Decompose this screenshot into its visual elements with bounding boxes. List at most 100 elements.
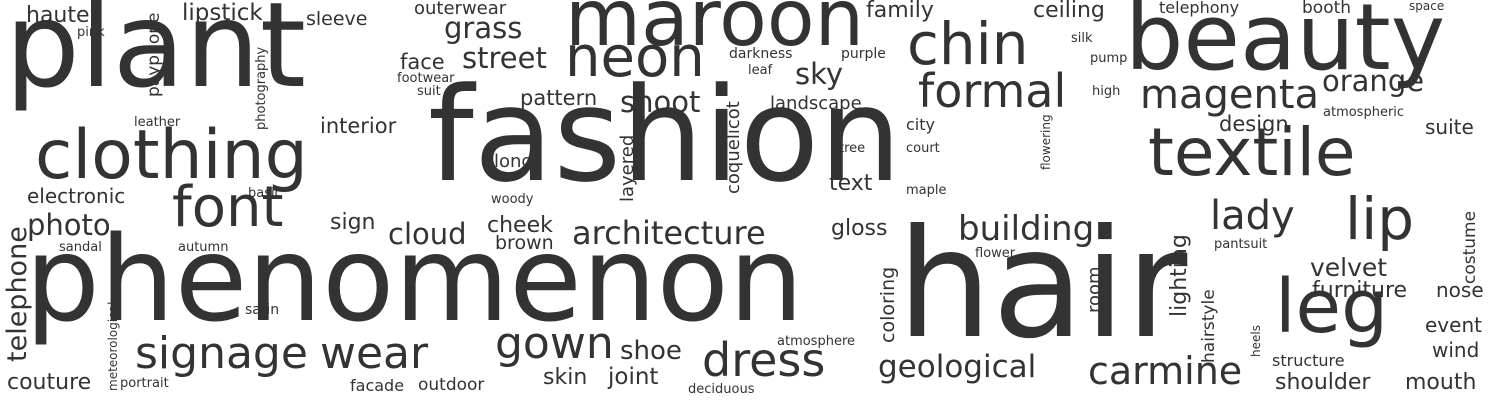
word-flower: flower bbox=[975, 246, 1016, 261]
word-furniture: furniture bbox=[1312, 278, 1408, 303]
word-textile: textile bbox=[1148, 114, 1356, 191]
word-cheek: cheek bbox=[487, 213, 553, 238]
word-purple: purple bbox=[841, 46, 886, 62]
word-building: building bbox=[958, 209, 1095, 249]
word-space: space bbox=[1409, 0, 1445, 13]
word-joint: joint bbox=[608, 364, 659, 390]
word-costume: costume bbox=[1460, 210, 1480, 284]
word-pantsuit: pantsuit bbox=[1214, 237, 1268, 252]
word-formal: formal bbox=[918, 64, 1067, 118]
word-nose: nose bbox=[1436, 278, 1484, 302]
word-sleeve: sleeve bbox=[306, 8, 368, 30]
word-structure: structure bbox=[1272, 351, 1345, 370]
word-leather: leather bbox=[134, 115, 181, 130]
word-suite: suite bbox=[1425, 115, 1474, 139]
word-mouth: mouth bbox=[1405, 370, 1477, 395]
word-lipstick: lipstick bbox=[182, 0, 263, 26]
word-autumn: autumn bbox=[178, 240, 229, 255]
word-couture: couture bbox=[7, 370, 92, 395]
word-architecture: architecture bbox=[572, 214, 766, 252]
word-font: font bbox=[172, 175, 284, 240]
word-lighting: lighting bbox=[1167, 234, 1192, 317]
word-text: text bbox=[829, 171, 873, 196]
word-leg: leg bbox=[1275, 264, 1389, 350]
word-pump: pump bbox=[1090, 51, 1128, 66]
word-photo: photo bbox=[27, 208, 111, 242]
word-gloss: gloss bbox=[831, 216, 888, 241]
word-dress: dress bbox=[702, 333, 826, 387]
word-lip: lip bbox=[1345, 185, 1415, 253]
word-long: long bbox=[494, 151, 533, 172]
word-leaf: leaf bbox=[748, 63, 773, 78]
word-signage: signage bbox=[135, 328, 308, 379]
word-outerwear: outerwear bbox=[414, 0, 507, 19]
word-brown: brown bbox=[495, 232, 554, 254]
word-sandal: sandal bbox=[59, 240, 102, 255]
word-shoot: shoot bbox=[620, 85, 701, 119]
word-coquelicot: coquelicot bbox=[723, 101, 744, 194]
word-maroon: maroon bbox=[565, 0, 865, 64]
word-wear: wear bbox=[320, 328, 429, 379]
word-satin: satin bbox=[245, 302, 280, 318]
word-facade: facade bbox=[350, 376, 405, 395]
word-plant: plant bbox=[5, 0, 307, 114]
word-coloring: coloring bbox=[877, 266, 899, 343]
word-skin: skin bbox=[543, 365, 588, 390]
word-woody: woody bbox=[491, 192, 534, 207]
word-phenomenon: phenomenon bbox=[25, 210, 804, 348]
word-atmospheric: atmospheric bbox=[1323, 105, 1405, 120]
word-electronic: electronic bbox=[27, 184, 126, 208]
word-basic: basic bbox=[248, 186, 282, 201]
word-clothing: clothing bbox=[35, 116, 308, 195]
word-geological: geological bbox=[878, 349, 1037, 385]
word-fashion: fashion bbox=[428, 59, 902, 211]
word-deciduous: deciduous bbox=[688, 382, 755, 397]
word-high: high bbox=[1092, 84, 1121, 99]
word-layered: layered bbox=[617, 134, 638, 202]
word-beauty: beauty bbox=[1125, 0, 1446, 91]
word-wind: wind bbox=[1432, 338, 1480, 362]
word-magenta: magenta bbox=[1140, 72, 1320, 118]
word-face: face bbox=[400, 50, 445, 74]
word-sign: sign bbox=[330, 210, 376, 235]
word-carmine: carmine bbox=[1088, 349, 1243, 393]
word-atmosphere: atmosphere bbox=[777, 334, 855, 349]
word-gown: gown bbox=[495, 318, 614, 369]
word-event: event bbox=[1425, 313, 1482, 337]
word-ceiling: ceiling bbox=[1033, 0, 1105, 23]
word-design: design bbox=[1219, 112, 1289, 136]
word-room: room bbox=[1084, 266, 1105, 313]
word-lady: lady bbox=[1210, 193, 1295, 239]
word-pink: pink bbox=[77, 25, 105, 40]
word-tree: tree bbox=[839, 141, 866, 156]
word-neon: neon bbox=[565, 25, 705, 90]
word-city: city bbox=[906, 115, 935, 134]
word-pattern: pattern bbox=[520, 86, 598, 110]
word-outdoor: outdoor bbox=[418, 375, 485, 395]
word-silk: silk bbox=[1071, 31, 1093, 46]
word-interior: interior bbox=[320, 114, 397, 138]
word-photography: photography bbox=[254, 46, 269, 130]
word-cloud: cloud bbox=[388, 217, 467, 251]
word-street: street bbox=[462, 41, 547, 75]
word-hair: hair bbox=[897, 198, 1188, 372]
word-footwear: footwear bbox=[397, 71, 455, 86]
word-portrait: portrait bbox=[120, 376, 169, 391]
word-hairstyle: hairstyle bbox=[1199, 289, 1219, 363]
word-velvet: velvet bbox=[1310, 253, 1388, 282]
word-booth: booth bbox=[1302, 0, 1352, 18]
word-darkness: darkness bbox=[729, 46, 793, 62]
word-landscape: landscape bbox=[770, 93, 862, 114]
word-maple: maple bbox=[906, 183, 947, 198]
word-orange: orange bbox=[1322, 64, 1425, 98]
word-shoulder: shoulder bbox=[1275, 370, 1371, 395]
word-meteorological: meteorological bbox=[106, 301, 120, 391]
word-sky: sky bbox=[795, 57, 844, 91]
word-suit: suit bbox=[417, 84, 441, 99]
word-grass: grass bbox=[444, 11, 523, 45]
word-family: family bbox=[866, 0, 934, 23]
word-flowering: flowering bbox=[1039, 114, 1053, 170]
word-payphone: payphone bbox=[144, 12, 164, 97]
word-shoe: shoe bbox=[620, 336, 682, 366]
